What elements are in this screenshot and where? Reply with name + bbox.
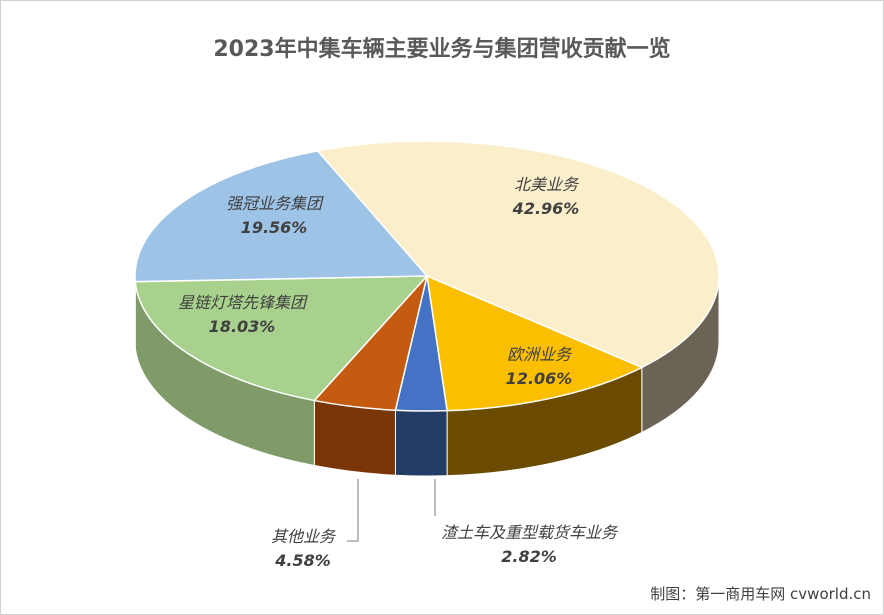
credit-text: 制图：第一商用车网 cvworld.cn xyxy=(650,585,871,603)
leader-line-other xyxy=(347,479,359,542)
pie-side-3 xyxy=(313,399,396,476)
pie-slice-0 xyxy=(316,140,720,369)
label-europe: 欧洲业务 12.06% xyxy=(505,345,573,388)
pie-side-2 xyxy=(394,409,448,477)
label-qiangguan: 强冠业务集团 19.56% xyxy=(225,194,323,237)
label-north-america: 北美业务 42.96% xyxy=(512,175,580,218)
label-xinglian: 星链灯塔先锋集团 18.03% xyxy=(177,293,307,336)
label-muck-truck: 渣土车及重型载货车业务 2.82% xyxy=(440,523,618,566)
pie-slice-5 xyxy=(134,150,429,283)
chart-title: 2023年中集车辆主要业务与集团营收贡献一览 xyxy=(213,37,671,62)
pie-slice-4 xyxy=(134,275,429,402)
pie-slice-1 xyxy=(426,274,644,412)
label-other: 其他业务 4.58% xyxy=(270,527,336,570)
